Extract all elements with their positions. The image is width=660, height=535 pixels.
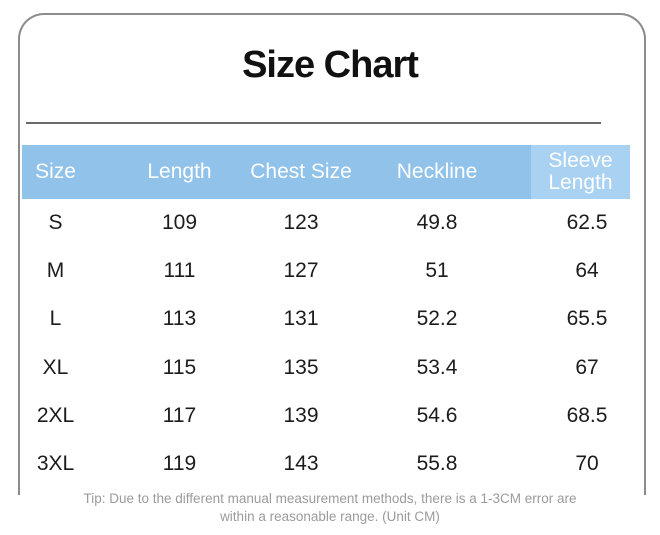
size-chart-card xyxy=(18,13,646,495)
sleeve-header-highlight: Sleeve Length xyxy=(531,145,630,199)
cell-chest: 143 xyxy=(283,452,319,476)
tip-line-1: Tip: Due to the different manual measure… xyxy=(83,491,577,506)
header-cell-size: Size xyxy=(35,160,76,183)
table-body: S 109 123 49.8 62.5 M 111 127 51 64 L 11… xyxy=(22,199,630,488)
cell-sleeve: 64 xyxy=(575,259,599,283)
cell-chest: 139 xyxy=(283,403,319,427)
sleeve-header-line2: Length xyxy=(548,171,613,194)
table-row: XL 115 135 53.4 67 xyxy=(22,344,630,392)
cell-size: M xyxy=(46,259,65,283)
tip-line-2: within a reasonable range. (Unit CM) xyxy=(220,509,440,524)
table-row: S 109 123 49.8 62.5 xyxy=(22,199,630,247)
table-row: M 111 127 51 64 xyxy=(22,247,630,295)
header-cell-neckline: Neckline xyxy=(396,160,478,183)
measurement-tip: Tip: Due to the different manual measure… xyxy=(0,490,660,526)
cell-neckline: 49.8 xyxy=(416,211,458,235)
cell-size: S xyxy=(48,211,63,235)
cell-neckline: 51 xyxy=(425,259,449,283)
table-row: 2XL 117 139 54.6 68.5 xyxy=(22,392,630,440)
header-cell-sleeve: Sleeve Length xyxy=(514,145,630,199)
cell-length: 119 xyxy=(162,452,197,476)
sleeve-header-line1: Sleeve xyxy=(548,149,613,172)
cell-chest: 135 xyxy=(283,355,319,379)
cell-chest: 131 xyxy=(283,307,319,331)
cell-size: L xyxy=(49,307,62,331)
cell-length: 111 xyxy=(163,259,196,283)
cell-size: 2XL xyxy=(36,403,75,427)
cell-neckline: 54.6 xyxy=(416,403,458,427)
cell-sleeve: 68.5 xyxy=(566,403,608,427)
cell-length: 113 xyxy=(162,307,197,331)
cell-length: 117 xyxy=(162,403,197,427)
cell-length: 109 xyxy=(161,211,198,235)
title-divider xyxy=(26,122,601,124)
cell-size: 3XL xyxy=(36,452,75,476)
table-row: 3XL 119 143 55.8 70 xyxy=(22,440,630,488)
header-cell-length: Length xyxy=(147,160,212,183)
cell-neckline: 55.8 xyxy=(416,452,458,476)
page-title: Size Chart xyxy=(242,44,419,86)
cell-sleeve: 67 xyxy=(575,355,599,379)
cell-chest: 123 xyxy=(283,211,319,235)
cell-length: 115 xyxy=(162,355,197,379)
cell-sleeve: 65.5 xyxy=(566,307,608,331)
cell-sleeve: 70 xyxy=(575,452,599,476)
cell-sleeve: 62.5 xyxy=(566,211,608,235)
header-cell-chest: Chest Size xyxy=(250,160,352,183)
cell-neckline: 53.4 xyxy=(416,355,458,379)
cell-size: XL xyxy=(42,355,69,379)
cell-chest: 127 xyxy=(283,259,319,283)
table-row: L 113 131 52.2 65.5 xyxy=(22,295,630,343)
table-header-row: Size Length Chest Size Neckline Sleeve L… xyxy=(22,145,630,199)
cell-neckline: 52.2 xyxy=(416,307,458,331)
